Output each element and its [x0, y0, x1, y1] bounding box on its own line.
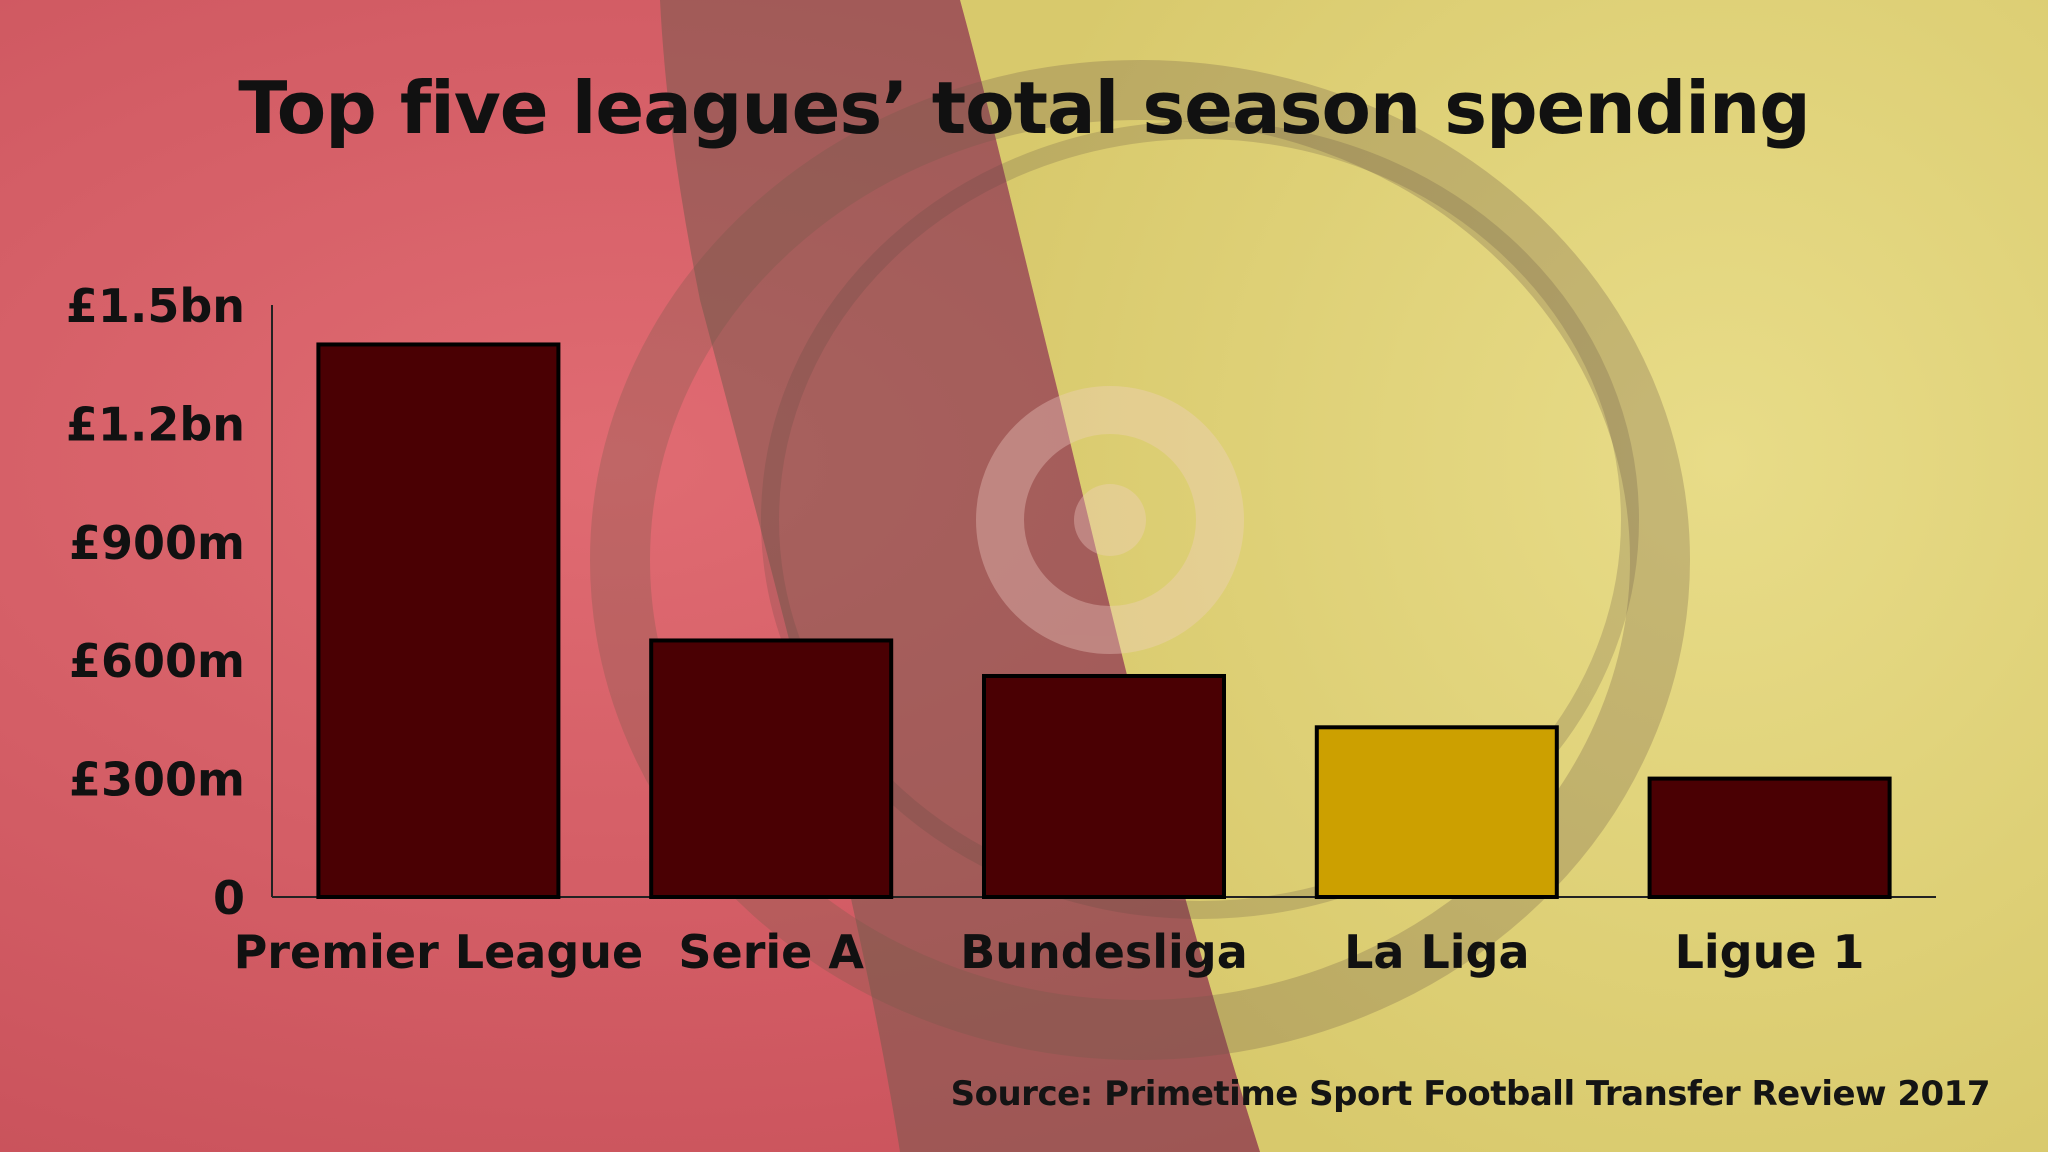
bar-bundesliga [982, 673, 1226, 900]
y-tick-label: £1.5bn [66, 279, 245, 333]
x-tick-label: La Liga [1344, 925, 1529, 979]
bar-la-liga [1314, 725, 1559, 899]
league-logo-watermark [976, 386, 1244, 654]
bar-ligue-1 [1647, 776, 1892, 899]
source-note: Source: Primetime Sport Football Transfe… [950, 1074, 1991, 1114]
bar-premier-league [316, 342, 561, 899]
x-tick-label: Serie A [678, 925, 864, 979]
y-axis-ticks: 0 £300m £600m £900m £1.2bn £1.5bn [66, 279, 245, 925]
trophy-rim-inner [761, 121, 1639, 919]
y-tick-label: 0 [213, 871, 245, 925]
y-tick-label: £900m [69, 516, 245, 570]
x-tick-label: Ligue 1 [1675, 925, 1865, 979]
chart-title: Top five leagues’ total season spending [238, 66, 1811, 150]
x-tick-label: Bundesliga [960, 925, 1248, 979]
x-tick-label: Premier League [234, 925, 644, 979]
bar-serie-a [649, 638, 894, 899]
trophy-rim [590, 60, 1690, 1060]
bars [316, 342, 1892, 900]
y-tick-label: £300m [69, 753, 245, 807]
y-tick-label: £1.2bn [66, 397, 245, 451]
y-tick-label: £600m [69, 634, 245, 688]
x-axis-labels: Premier League Serie A Bundesliga La Liga Li… [234, 925, 1865, 979]
